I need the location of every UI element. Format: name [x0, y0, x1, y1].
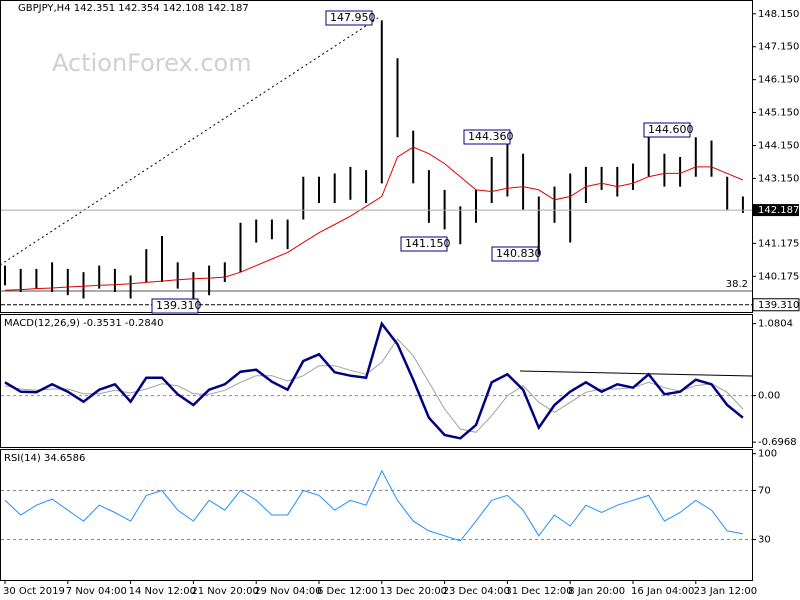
x-tick-label: 30 Oct 2019: [3, 586, 65, 597]
y-tick-label: 1.0804: [758, 319, 793, 330]
y-tick-label: 140.175: [758, 271, 799, 282]
annotation-box: [151, 298, 199, 314]
x-tick-label: 31 Dec 12:00: [505, 586, 572, 597]
rsi-frame: [0, 449, 753, 581]
x-tick-label: 13 Dec 20:00: [380, 586, 447, 597]
fib-label: 38.2: [726, 279, 748, 290]
y-tick-label: 146.150: [758, 75, 799, 86]
macd-trend-line: [519, 370, 753, 377]
moving-average: [4, 146, 744, 291]
y-tick-label: 144.150: [758, 140, 799, 151]
y-tick-label: 0.00: [758, 391, 780, 402]
annotation: 147.950: [330, 11, 376, 24]
rsi-title: RSI(14) 34.6586: [4, 453, 85, 464]
last-price-box: [753, 204, 799, 217]
y-tick-label: 148.150: [758, 9, 799, 20]
annotation-box: [325, 10, 373, 26]
annotation: 140.830: [496, 247, 542, 260]
macd-frame: [0, 314, 753, 448]
y-tick-label: 145.150: [758, 108, 799, 119]
annotation-box: [643, 122, 691, 138]
annotation: 144.600: [648, 123, 694, 136]
x-tick-label: 23 Jan 12:00: [694, 586, 757, 597]
x-tick-label: 29 Nov 04:00: [254, 586, 321, 597]
y-tick-label: -0.6968: [758, 437, 797, 448]
indicator-line: [4, 320, 744, 440]
x-tick-label: 8 Jan 20:00: [568, 586, 625, 597]
x-tick-label: 6 Dec 12:00: [317, 586, 378, 597]
price-title: GBPJPY,H4 142.351 142.354 142.108 142.18…: [18, 3, 249, 14]
y-tick-label: 147.150: [758, 42, 799, 53]
x-tick-label: 21 Nov 20:00: [191, 586, 258, 597]
level-label: 139.310: [758, 300, 799, 311]
annotation: 139.310: [156, 299, 202, 312]
y-tick-label: 141.175: [758, 238, 799, 249]
x-tick-label: 23 Dec 04:00: [443, 586, 510, 597]
indicator-line: [4, 469, 743, 542]
macd-title: MACD(12,26,9) -0.3531 -0.2840: [4, 318, 164, 329]
y-tick-label: 100: [758, 449, 777, 460]
annotation-box: [463, 129, 511, 145]
annotation-box: [491, 246, 539, 262]
trend-line: [0, 17, 379, 266]
watermark: ActionForex.com: [52, 49, 252, 77]
annotation: 141.150: [405, 237, 451, 250]
annotation: 144.360: [468, 130, 514, 143]
price-frame: [0, 0, 753, 313]
indicator-line: [4, 338, 744, 433]
last-price-label: 142.187: [758, 205, 799, 216]
y-tick-label: 143.150: [758, 173, 799, 184]
x-tick-label: 7 Nov 04:00: [66, 586, 127, 597]
x-tick-label: 16 Jan 04:00: [631, 586, 694, 597]
y-tick-label: 70: [758, 485, 771, 496]
y-tick-label: 30: [758, 535, 771, 546]
annotation-box: [400, 236, 448, 252]
x-tick-label: 14 Nov 12:00: [129, 586, 196, 597]
level-box: [752, 298, 800, 312]
